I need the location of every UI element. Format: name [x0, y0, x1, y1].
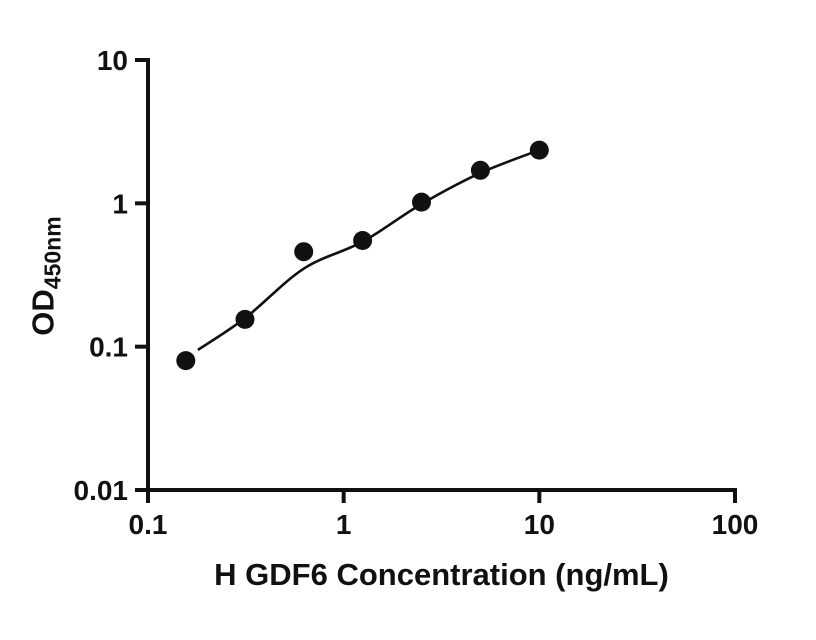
data-point [235, 309, 255, 329]
x-axis-title: H GDF6 Concentration (ng/mL) [214, 557, 669, 592]
data-point [412, 192, 431, 212]
data-point [470, 160, 490, 180]
y-axis-title-main: OD [25, 289, 61, 336]
y-tick-label: 0.1 [89, 332, 128, 363]
x-tick-label: 1 [336, 509, 352, 540]
y-axis-title-subscript: 450nm [39, 216, 66, 290]
y-axis-title: OD450nm [26, 216, 67, 335]
y-tick-label: 1 [112, 188, 128, 219]
data-point [176, 351, 196, 371]
data-point [353, 231, 373, 250]
x-tick-label: 0.1 [129, 509, 168, 540]
x-tick-label: 10 [524, 509, 555, 540]
y-tick-label: 10 [97, 45, 128, 76]
y-tick-label: 0.01 [74, 475, 129, 506]
data-point [294, 242, 314, 262]
x-tick-label: 100 [712, 509, 759, 540]
data-point [529, 140, 549, 160]
